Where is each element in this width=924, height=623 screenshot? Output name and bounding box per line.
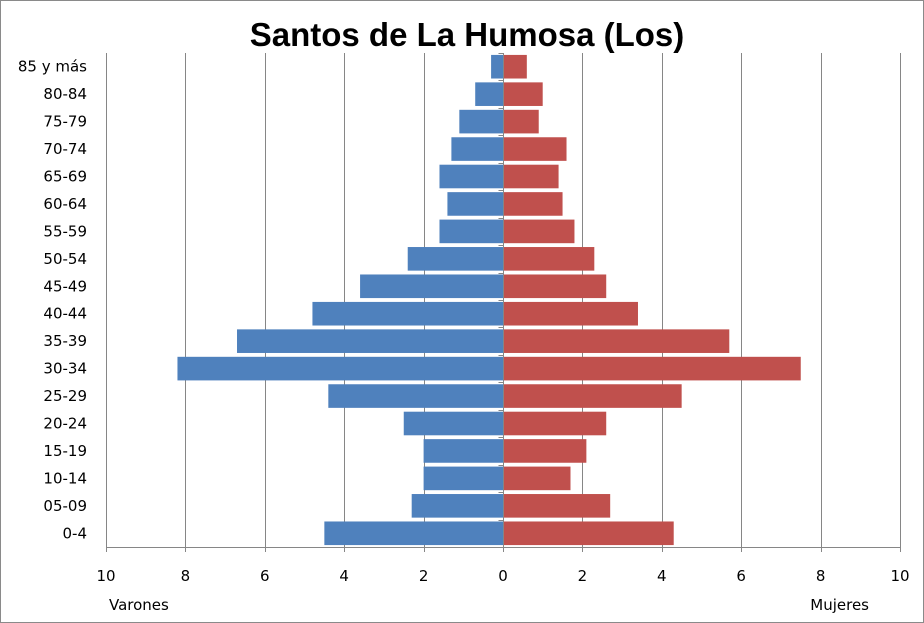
- bars-layer: [177, 54, 801, 546]
- bar-mujeres-40-44: [503, 301, 638, 326]
- x-axis-label-left: Varones: [109, 596, 169, 614]
- x-tick-label: 2: [419, 567, 429, 585]
- bar-varones-05-09: [411, 494, 503, 518]
- category-label: 30-34: [43, 360, 87, 378]
- bar-varones-20-24: [403, 411, 503, 436]
- bar-varones-85-y-más: [491, 54, 503, 79]
- category-label: 0-4: [63, 524, 88, 542]
- x-tick-label: 4: [657, 567, 667, 585]
- bar-mujeres-0-4: [503, 521, 674, 546]
- bar-varones-35-39: [237, 329, 503, 353]
- bar-mujeres-15-19: [503, 439, 587, 463]
- bar-varones-70-74: [451, 137, 503, 161]
- bar-varones-0-4: [324, 521, 503, 546]
- category-label: 40-44: [43, 305, 87, 323]
- bar-mujeres-10-14: [503, 466, 571, 491]
- category-label: 35-39: [43, 332, 87, 350]
- category-label: 45-49: [43, 277, 87, 295]
- bar-varones-55-59: [439, 219, 503, 244]
- bar-varones-30-34: [177, 356, 503, 381]
- category-label: 70-74: [43, 140, 87, 158]
- category-label: 80-84: [43, 85, 87, 103]
- category-label: 85 y más: [18, 58, 87, 76]
- category-label: 55-59: [43, 222, 87, 240]
- x-tick-label: 2: [578, 567, 588, 585]
- bar-mujeres-55-59: [503, 219, 575, 244]
- grid-layer: [106, 53, 901, 547]
- category-label: 75-79: [43, 113, 87, 131]
- bar-mujeres-75-79: [503, 109, 539, 134]
- bar-mujeres-85-y-más: [503, 54, 527, 79]
- category-label: 05-09: [43, 497, 87, 515]
- bar-mujeres-05-09: [503, 494, 611, 518]
- bar-mujeres-70-74: [503, 137, 567, 161]
- bar-mujeres-45-49: [503, 274, 607, 299]
- x-tick-label: 10: [96, 567, 115, 585]
- category-label: 65-69: [43, 168, 87, 186]
- bar-varones-15-19: [423, 439, 503, 463]
- category-label: 20-24: [43, 415, 87, 433]
- bar-varones-25-29: [328, 384, 503, 408]
- bar-varones-10-14: [423, 466, 503, 491]
- category-label: 25-29: [43, 387, 87, 405]
- bar-varones-80-84: [475, 82, 503, 106]
- x-tick-label: 4: [339, 567, 349, 585]
- chart-title: Santos de La Humosa (Los): [250, 16, 685, 53]
- category-label: 15-19: [43, 442, 87, 460]
- bar-mujeres-60-64: [503, 192, 563, 216]
- bar-mujeres-50-54: [503, 247, 595, 271]
- x-tick-label: 6: [260, 567, 270, 585]
- x-tick-label: 10: [890, 567, 909, 585]
- bar-varones-65-69: [439, 164, 503, 189]
- bar-mujeres-80-84: [503, 82, 543, 106]
- axis-layer: [106, 53, 901, 552]
- labels-layer: 10 8 6 4 2 0 2 4 6 8 10 0-4 05-09 10-14 15-19 20-24 25-2…: [18, 58, 910, 585]
- x-tick-label: 8: [816, 567, 826, 585]
- x-tick-label: 8: [181, 567, 191, 585]
- bar-mujeres-65-69: [503, 164, 559, 189]
- category-label: 10-14: [43, 469, 87, 487]
- bar-mujeres-20-24: [503, 411, 607, 436]
- bar-varones-60-64: [447, 192, 503, 216]
- bar-varones-75-79: [459, 109, 503, 134]
- category-label: 50-54: [43, 250, 87, 268]
- x-tick-label: 6: [736, 567, 746, 585]
- bar-mujeres-35-39: [503, 329, 730, 353]
- bar-varones-50-54: [407, 247, 503, 271]
- bar-varones-45-49: [360, 274, 503, 299]
- x-tick-label: 0: [498, 567, 508, 585]
- category-label: 60-64: [43, 195, 87, 213]
- x-axis-label-right: Mujeres: [810, 596, 869, 614]
- bar-varones-40-44: [312, 301, 503, 326]
- bar-mujeres-25-29: [503, 384, 682, 408]
- bar-mujeres-30-34: [503, 356, 801, 381]
